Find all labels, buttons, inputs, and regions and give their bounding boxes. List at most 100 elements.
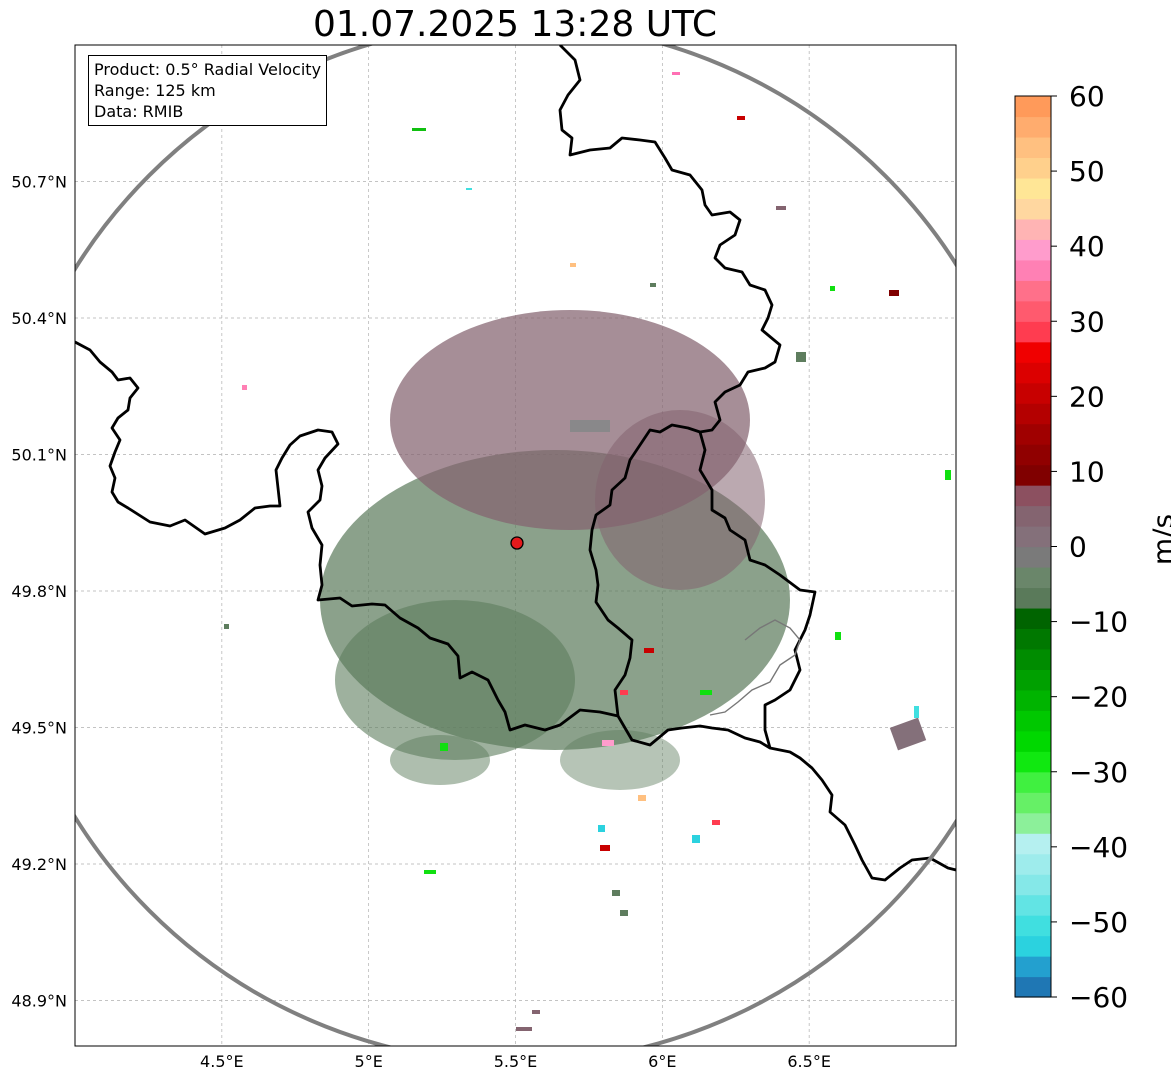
colorbar-segment <box>1015 915 1051 937</box>
border-luxembourg-germany <box>698 431 817 749</box>
colorbar-segment <box>1015 321 1051 343</box>
colorbar-segment <box>1015 485 1051 507</box>
speckle <box>516 1027 532 1031</box>
colorbar-segment <box>1015 300 1051 322</box>
speckle <box>532 1010 540 1014</box>
colorbar-segment <box>1015 341 1051 363</box>
speckle <box>466 188 472 190</box>
colorbar-segment <box>1015 218 1051 240</box>
colorbar-segment <box>1015 935 1051 957</box>
colorbar-segment <box>1015 444 1051 466</box>
colorbar-tick-label: −60 <box>1069 981 1128 1014</box>
colorbar-segment <box>1015 464 1051 486</box>
data-source-label: Data: RMIB <box>94 102 184 121</box>
colorbar-segment <box>1015 280 1051 302</box>
speckle <box>612 890 620 896</box>
speckle <box>602 740 614 746</box>
colorbar-tick-label: 30 <box>1069 305 1105 338</box>
colorbar-segment <box>1015 648 1051 670</box>
border-belgium-france <box>75 340 619 732</box>
colorbar-segment <box>1015 136 1051 159</box>
speckle <box>737 116 745 120</box>
colorbar-tick-label: −50 <box>1069 906 1128 939</box>
colorbar-segment <box>1015 710 1051 732</box>
axis-tick-labels: 4.5°E 5°E 5.5°E 6°E 6.5°E 50.7°N 50.4°N 50.1°N 4… <box>11 173 831 1072</box>
colorbar-segment <box>1015 259 1051 281</box>
colorbar-segment <box>1015 566 1051 589</box>
colorbar-segment <box>1015 669 1051 691</box>
colorbar-segment <box>1015 423 1051 445</box>
colorbar-segment <box>1015 116 1051 138</box>
country-borders <box>75 45 956 882</box>
speckle <box>600 845 610 851</box>
colorbar-tick-label: 40 <box>1069 230 1105 263</box>
lat-tick-label: 50.1°N <box>11 446 67 465</box>
lat-tick-label: 48.9°N <box>11 992 67 1011</box>
speckle <box>945 470 951 480</box>
product-label: Product: 0.5° Radial Velocity <box>94 60 322 79</box>
colorbar-tick-label: 60 <box>1069 80 1105 113</box>
speckle <box>796 352 806 362</box>
colorbar-segment <box>1015 853 1051 875</box>
speckle <box>570 263 576 267</box>
speckle <box>692 835 700 843</box>
outbound-echo-east <box>595 410 765 590</box>
speckle <box>570 420 610 432</box>
speckle <box>650 283 656 287</box>
inbound-echo-sw <box>390 735 490 785</box>
inbound-echo-s <box>560 730 680 790</box>
colorbar-tick-label: −30 <box>1069 756 1128 789</box>
colorbar-segment <box>1015 792 1051 814</box>
colorbar-segment <box>1015 403 1051 425</box>
colorbar-tick-label: −20 <box>1069 681 1128 714</box>
map-frame <box>74 44 957 1047</box>
velocity-speckles <box>224 72 951 1031</box>
speckle <box>672 72 680 75</box>
speckle <box>914 706 919 718</box>
speckle <box>712 820 720 825</box>
colorbar-segment <box>1015 751 1051 773</box>
speckle <box>776 206 786 210</box>
colorbar-segment <box>1015 587 1051 609</box>
border-luxembourg-france <box>616 715 956 882</box>
speckle <box>620 910 628 916</box>
colorbar-segment <box>1015 607 1051 630</box>
colorbar-tick-label: −40 <box>1069 831 1128 864</box>
speckle <box>224 624 229 629</box>
echo-patch-east <box>889 717 927 751</box>
colorbar-segment <box>1015 874 1051 896</box>
colorbar-tick-label: −10 <box>1069 606 1128 639</box>
range-label: Range: 125 km <box>94 81 216 100</box>
speckle <box>638 795 646 801</box>
colorbar-segment <box>1015 157 1051 179</box>
colorbar-segment <box>1015 362 1051 384</box>
speckle <box>598 825 605 832</box>
speckle <box>644 648 654 653</box>
speckle <box>830 286 835 291</box>
lon-tick-label: 5°E <box>355 1052 383 1071</box>
velocity-echoes <box>320 310 927 790</box>
lat-tick-label: 49.8°N <box>11 582 67 601</box>
radar-site-marker[interactable] <box>510 536 524 550</box>
speckle <box>242 385 247 390</box>
lon-tick-label: 6°E <box>648 1052 676 1071</box>
colorbar-segment <box>1015 976 1051 998</box>
colorbar-segment <box>1015 894 1051 916</box>
colorbar-tick-label: 10 <box>1069 455 1105 488</box>
speckle <box>412 128 426 131</box>
product-info-box: Product: 0.5° Radial Velocity Range: 125… <box>88 55 328 126</box>
lat-tick-label: 50.7°N <box>11 173 67 192</box>
speckle <box>835 632 841 640</box>
lon-tick-label: 5.5°E <box>494 1052 538 1071</box>
border-belgium-luxembourg-germany <box>558 45 782 717</box>
colorbar: 60 50 40 30 20 10 0 −10 −20 −30 −40 −50 −60 <box>1014 80 1128 1014</box>
lon-tick-label: 6.5°E <box>787 1052 831 1071</box>
colorbar-segment <box>1015 239 1051 261</box>
map-panel[interactable] <box>0 23 1037 1063</box>
river-moselle <box>709 619 801 716</box>
lat-tick-label: 49.5°N <box>11 719 67 738</box>
colorbar-tick-label: 50 <box>1069 155 1105 188</box>
colorbar-segment <box>1015 730 1051 752</box>
colorbar-segment <box>1015 198 1051 220</box>
speckle <box>620 690 628 695</box>
